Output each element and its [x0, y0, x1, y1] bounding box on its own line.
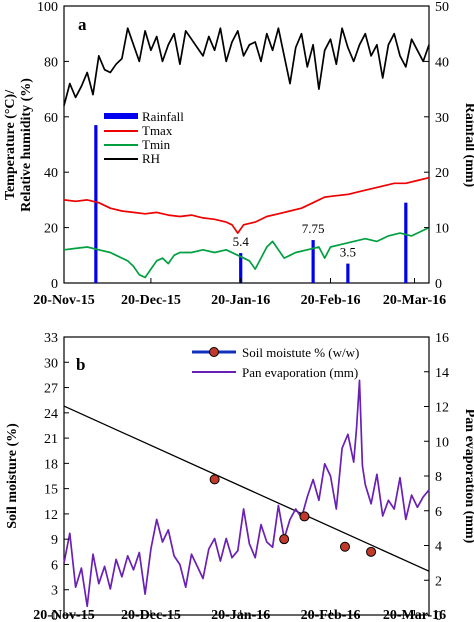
- soil-moisture-point: [299, 511, 310, 522]
- legend-label-rh: RH: [142, 151, 160, 166]
- y-tick-label-right: 16: [435, 331, 449, 346]
- rainfall-bar: [239, 253, 243, 283]
- y-tick-label-right: 4: [435, 540, 442, 555]
- x-tick-label: 20-Jan-16: [211, 293, 270, 308]
- rainfall-value-labels: 5.4 7.75 3.5: [233, 221, 356, 260]
- series-line-pan-evaporation: [63, 379, 430, 608]
- panel-b-lines: [63, 379, 430, 608]
- x-tick-label: 20-Nov-15: [33, 608, 94, 622]
- rainfall-bar: [94, 125, 98, 283]
- rainfall-label: 7.75: [302, 221, 325, 236]
- x-tick-label: 20-Mar-16: [383, 608, 446, 622]
- x-tick-label: 20-Jan-16: [211, 608, 270, 622]
- y-tick-label-right: 2: [435, 574, 442, 589]
- x-tick-label: 20-Mar-16: [383, 293, 446, 308]
- panel-a-ylabel-left-2: Relative humidity (%): [19, 78, 34, 212]
- legend-label-rainfall: Rainfall: [142, 109, 184, 124]
- y-tick-label-right: 10: [435, 222, 449, 237]
- soil-moisture-points: [209, 474, 377, 557]
- y-tick-label-right: 40: [435, 55, 449, 70]
- series-line-tmin: [63, 226, 430, 279]
- panel-b-ylabel-left: Soil moisture (%): [5, 423, 20, 529]
- y-tick-label-left: 100: [37, 0, 58, 15]
- y-tick-label-left: 24: [44, 407, 58, 422]
- panel-a-ylabel-right: Rainfall (mm): [462, 103, 474, 188]
- soil-moisture-point: [209, 474, 220, 485]
- y-tick-label-left: 21: [44, 432, 58, 447]
- x-tick-label: 20-Dec-15: [121, 608, 181, 622]
- y-tick-label-left: 40: [44, 166, 58, 181]
- y-tick-label-left: 18: [44, 457, 58, 472]
- y-tick-label-left: 9: [51, 533, 58, 548]
- y-tick-label-left: 3: [51, 584, 58, 599]
- panel-a-label: a: [78, 15, 87, 34]
- panel-b-legend: Soil moistute % (w/w) Pan evaporation (mm…: [192, 345, 359, 380]
- y-tick-label-right: 50: [435, 0, 449, 15]
- y-tick-label-right: 0: [435, 609, 442, 622]
- panel-a-ylabel-left: Temperature (°C)/: [3, 89, 18, 200]
- panel-b-ylabel-right: Pan evaporation (mm): [462, 409, 474, 544]
- y-tick-label-right: 8: [435, 470, 442, 485]
- y-tick-label-left: 33: [44, 331, 58, 346]
- y-tick-label-right: 10: [435, 435, 449, 450]
- legend-swatch-rainfall: [104, 113, 138, 119]
- y-tick-label-left: 60: [44, 111, 58, 126]
- legend-label-soil-moisture: Soil moistute % (w/w): [242, 345, 359, 360]
- y-tick-label-right: 6: [435, 505, 442, 520]
- x-tick-label: 20-Dec-15: [121, 293, 181, 308]
- x-tick-label: 20-Nov-15: [33, 293, 94, 308]
- y-tick-label-right: 14: [435, 366, 449, 381]
- y-tick-label-left: 0: [51, 609, 58, 622]
- x-tick-label: 20-Feb-16: [301, 608, 361, 622]
- soil-moisture-point: [339, 541, 350, 552]
- y-tick-label-right: 30: [435, 111, 449, 126]
- y-tick-label-left: 80: [44, 55, 58, 70]
- y-tick-label-left: 30: [44, 356, 58, 371]
- panel-a-lines: [63, 27, 430, 279]
- series-line-rh: [63, 27, 430, 106]
- legend-label-tmax: Tmax: [142, 123, 173, 138]
- panel-a-frame: [63, 5, 430, 284]
- rainfall-bars: [94, 125, 408, 283]
- y-tick-label-right: 12: [435, 401, 449, 416]
- panel-b-ticks: 03691215182124273033024681012141620-Nov-…: [33, 331, 449, 622]
- rainfall-label: 5.4: [233, 234, 250, 249]
- legend-swatch-soil-marker: [209, 347, 219, 357]
- rainfall-label: 3.5: [340, 245, 356, 260]
- legend-label-pan-evaporation: Pan evaporation (mm): [242, 365, 358, 380]
- y-tick-label-left: 6: [51, 558, 58, 573]
- y-tick-label-right: 0: [435, 277, 442, 292]
- soil-moisture-trend-line: [63, 405, 430, 572]
- rainfall-bar: [311, 240, 315, 283]
- legend-label-tmin: Tmin: [142, 137, 171, 152]
- soil-moisture-point: [279, 534, 290, 545]
- rainfall-bar: [346, 263, 350, 283]
- y-tick-label-left: 15: [44, 483, 58, 498]
- panel-b-label: b: [76, 355, 85, 374]
- panel-b: 03691215182124273033024681012141620-Nov-…: [5, 331, 474, 622]
- x-tick-label: 20-Feb-16: [301, 293, 361, 308]
- y-tick-label-left: 0: [51, 277, 58, 292]
- rainfall-bar: [404, 202, 408, 283]
- y-tick-label-left: 20: [44, 222, 58, 237]
- soil-moisture-point: [366, 546, 377, 557]
- y-tick-label-left: 27: [44, 382, 58, 397]
- panel-a-ticks: 0 20 40 60 80 100 0 10 20 30 40 50 20-Nov-15 20-Dec-1…: [33, 0, 449, 308]
- y-tick-label-left: 12: [44, 508, 58, 523]
- panel-a: 5.4 7.75 3.5 0 20 40 60 80 100 0 10 20 30 40 50 20-Nov…: [3, 0, 474, 308]
- y-tick-label-right: 20: [435, 166, 449, 181]
- series-line-tmax: [63, 176, 430, 234]
